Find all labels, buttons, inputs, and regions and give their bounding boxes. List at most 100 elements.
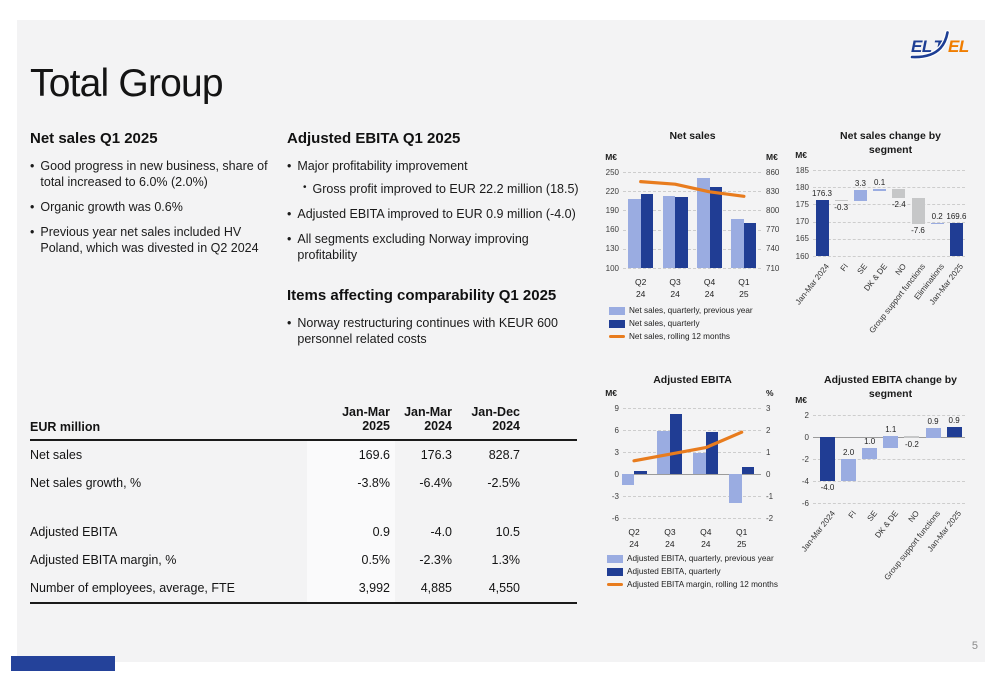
logo-text-orange: EL — [948, 37, 969, 56]
bar-value-label: -0.2 — [904, 440, 919, 450]
line-series — [632, 430, 744, 463]
category-label: 25 — [736, 539, 747, 549]
column-header-line: 2024 — [424, 419, 452, 434]
table-row: Adjusted EBITA 0.9 -4.0 10.5 — [30, 518, 577, 546]
column-header-line: Jan-Dec — [471, 404, 520, 419]
y-axis-tick-label: 100 — [605, 263, 619, 273]
adjusted-ebita-section: Adjusted EBITA Q1 2025 • Major profitabil… — [287, 130, 583, 356]
row-value: 0.9 — [307, 518, 395, 546]
bullet-text: Organic growth was 0.6% — [40, 200, 183, 214]
bar-value-label: 1.1 — [885, 424, 897, 434]
row-value: 176.3 — [420, 448, 452, 462]
table-column-header: Jan-Dec 2024 — [457, 405, 525, 435]
waterfall-bar — [834, 199, 848, 202]
chart-title: Net sales — [669, 130, 716, 142]
y-axis-tick-label: 190 — [605, 205, 619, 215]
bullet-text: Good progress in new business, share of … — [40, 159, 268, 189]
bullet-text: All segments excluding Norway improving … — [297, 232, 529, 262]
legend-item: Net sales, quarterly — [609, 319, 700, 328]
bullet-dot: • — [287, 232, 292, 246]
gridline — [813, 204, 965, 206]
waterfall-bar — [883, 435, 899, 448]
bar-value-label: -7.6 — [911, 225, 925, 235]
right-axis-tick-label: 1 — [766, 447, 771, 457]
bar — [634, 471, 647, 474]
row-label: Adjusted EBITA margin, % — [30, 553, 177, 567]
legend-label: Net sales, rolling 12 months — [629, 332, 731, 341]
bullet-dot: • — [303, 182, 307, 193]
category-label: Q3 — [664, 527, 676, 537]
bullet-dot: • — [287, 159, 292, 173]
gridline — [623, 172, 761, 173]
row-value: -2.5% — [487, 476, 520, 490]
gridline — [813, 415, 965, 416]
bar-value-label: -0.3 — [834, 203, 849, 213]
gridline — [623, 496, 761, 497]
row-label: Net sales growth, % — [30, 476, 142, 490]
footer-brand-bar — [11, 656, 115, 671]
waterfall-bar — [904, 435, 920, 439]
bar — [743, 223, 757, 268]
row-value: 4,885 — [420, 581, 452, 595]
y-axis-tick-label: -3 — [611, 491, 619, 501]
y-axis-tick-label: -6 — [801, 498, 809, 508]
category-label: 24 — [665, 539, 675, 549]
y-axis-tick-label: 0 — [804, 432, 809, 442]
net-sales-heading: Net sales Q1 2025 — [30, 130, 158, 147]
gridline — [813, 187, 965, 189]
legend-label: Adjusted EBITA, quarterly — [627, 567, 721, 576]
bar-value-label: 2.0 — [843, 448, 855, 457]
row-value: -2.3% — [419, 553, 452, 567]
category-label: 24 — [629, 539, 639, 549]
table-column-header: Jan-Mar 2024 — [395, 405, 457, 435]
chart-title: Net sales change by segment — [840, 130, 941, 156]
bar — [657, 430, 670, 474]
bullet-item: • Norway restructuring continues with KEU… — [287, 315, 583, 347]
bullet-item: • Major profitability improvement — [287, 158, 583, 174]
bar-value-label: 169.6 — [946, 211, 967, 221]
y-axis-tick-label: 6 — [614, 425, 619, 435]
right-axis-tick-label: 710 — [766, 263, 780, 273]
gridline — [813, 170, 965, 171]
y-axis-tick-label: 2 — [804, 410, 809, 420]
gridline — [813, 481, 965, 482]
category-label: 24 — [704, 289, 715, 299]
legend-swatch — [609, 334, 625, 339]
waterfall-bar — [946, 427, 962, 437]
bar — [669, 413, 683, 474]
y-axis-tick-label: 9 — [614, 403, 619, 413]
gridline — [623, 518, 761, 519]
bar — [693, 453, 706, 474]
y-axis-tick-label: 3 — [614, 447, 619, 457]
row-value: 828.7 — [488, 448, 520, 462]
waterfall-bar — [841, 459, 857, 481]
bar-value-label: 0.9 — [927, 417, 939, 427]
y-axis-tick-label: 160 — [605, 225, 619, 235]
table-row: Number of employees, average, FTE 3,992 4,… — [30, 574, 577, 602]
gridline — [623, 408, 761, 409]
right-axis-tick-label: 740 — [766, 244, 780, 254]
row-value: -3.8% — [307, 469, 395, 497]
category-label: 24 — [701, 539, 711, 549]
gridline — [813, 503, 965, 504]
line-series — [639, 180, 746, 198]
eltel-logo: EL T EL — [910, 30, 969, 60]
gridline — [623, 430, 761, 431]
items-affecting-bullets: • Norway restructuring continues with KEU… — [287, 315, 583, 347]
axis-unit-label: M€ — [795, 150, 807, 160]
table-header-row: EUR million Jan-Mar 2025 Jan-Mar 2024 Jan-Dec… — [30, 395, 577, 441]
right-axis-tick-label: 3 — [766, 403, 771, 413]
sub-bullet-item: • Gross profit improved to EUR 22.2 milli… — [303, 181, 583, 197]
category-label: Q4 — [700, 527, 712, 537]
bar-value-label: 176.3 — [811, 188, 833, 198]
axis-unit-label: % — [766, 388, 774, 398]
adjusted-ebita-bullets: • Major profitability improvement • Gross p… — [287, 158, 583, 263]
category-label: Q1 — [738, 277, 750, 287]
y-axis-tick-label: 0 — [614, 469, 619, 479]
bar-value-label: -4.0 — [820, 483, 835, 492]
right-axis-tick-label: -1 — [766, 491, 774, 501]
bullet-item: • Previous year net sales included HV Pol… — [30, 224, 280, 256]
row-label: Adjusted EBITA — [30, 525, 118, 539]
table-row: Net sales 169.6 176.3 828.7 — [30, 441, 577, 469]
table-body: Net sales 169.6 176.3 828.7 Net sales growth… — [30, 441, 577, 604]
